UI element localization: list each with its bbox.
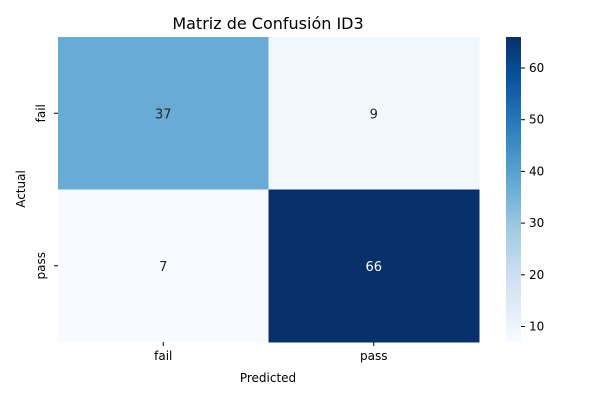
chart-title: Matriz de Confusión ID3 (172, 14, 363, 33)
colorbar-tick-label: 60 (529, 61, 544, 75)
colorbar-tick-label: 20 (529, 268, 544, 282)
cell-value-label: 37 (155, 107, 172, 122)
x-tick-label: fail (154, 349, 172, 363)
colorbar (506, 37, 521, 342)
x-axis-label: Predicted (240, 371, 296, 385)
colorbar-tick-label: 30 (529, 216, 544, 230)
heatmap-cell (58, 189, 269, 343)
heatmap-cell (58, 37, 269, 190)
colorbar-tick-label: 10 (529, 319, 544, 333)
colorbar-ticks: 10 20 30 40 50 60 (521, 61, 544, 333)
colorbar-tick-label: 50 (529, 113, 544, 127)
colorbar-tick-label: 40 (529, 164, 544, 178)
y-tick-label: fail (34, 104, 48, 122)
heatmap-cell (268, 37, 480, 190)
cell-value-label: 7 (159, 260, 167, 275)
heatmap-cell-labels: 37 9 7 66 (155, 107, 382, 275)
y-axis-label: Actual (14, 170, 28, 208)
cell-value-label: 66 (365, 260, 382, 275)
y-tick-label: pass (34, 252, 48, 279)
heatmap-cells (58, 37, 480, 343)
x-tick-label: pass (360, 349, 387, 363)
cell-value-label: 9 (370, 107, 378, 122)
heatmap-cell (268, 189, 480, 343)
x-axis-ticks: fail pass (154, 342, 387, 363)
y-axis-ticks: fail pass (34, 104, 58, 279)
